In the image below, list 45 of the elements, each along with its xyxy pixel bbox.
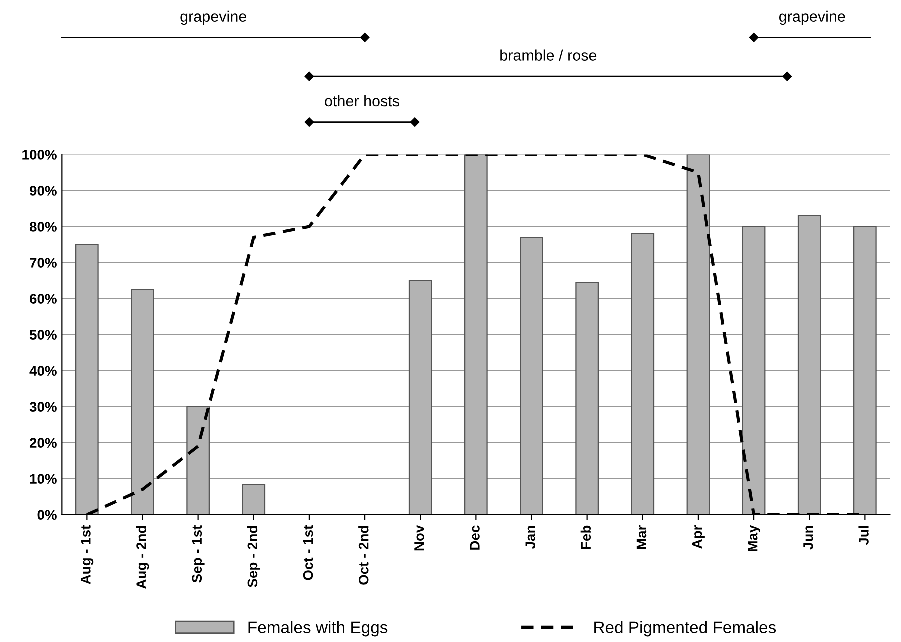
x-tick-label: Oct - 1st [303, 525, 314, 580]
bar [408, 280, 432, 515]
x-tick-label: Jun [804, 526, 814, 550]
x-tick-label: Feb [580, 526, 592, 550]
bar [186, 406, 210, 515]
x-tick-label: Aug - 2nd [136, 526, 150, 589]
y-tick-label: 100% [22, 150, 57, 160]
bar [131, 289, 154, 515]
x-tick-label: Jan [526, 526, 536, 550]
y-tick-label: 50% [30, 330, 57, 340]
y-tick-label: 20% [30, 438, 57, 448]
x-tick-label: Jul [858, 526, 869, 546]
bar [242, 484, 266, 515]
x-tick-label: Apr [692, 526, 705, 549]
legend-label: Red Pigmented Females [594, 621, 776, 637]
bar [854, 226, 877, 515]
bar [576, 282, 599, 515]
text: grapevine [180, 10, 246, 26]
bar [76, 244, 99, 515]
x-tick-label: Oct - 2nd [358, 526, 369, 585]
y-tick-label: 40% [30, 366, 57, 376]
bar [520, 237, 544, 515]
bar [631, 233, 655, 515]
x-tick-label: Sep - 1st [192, 525, 205, 583]
y-tick-label: 30% [30, 402, 57, 412]
x-tick-label: Sep - 2nd [247, 526, 260, 588]
x-tick-label: Aug - 1st [81, 525, 94, 584]
y-tick-label: 0% [38, 510, 57, 520]
bar [742, 226, 766, 515]
x-tick-label: Nov [414, 525, 424, 551]
text: grapevine [779, 10, 846, 26]
text: other hosts [325, 95, 400, 107]
y-tick-label: 70% [30, 258, 57, 268]
bar [798, 215, 822, 515]
y-tick-label: 60% [30, 294, 57, 304]
bar [686, 154, 710, 515]
x-tick-label: Mar [636, 526, 647, 550]
bar [464, 154, 488, 515]
y-tick-label: 10% [30, 474, 57, 484]
x-tick-label: May [748, 525, 761, 552]
x-tick-label: Dec [470, 526, 480, 550]
text: bramble / rose [500, 50, 597, 61]
y-tick-label: 80% [30, 222, 57, 232]
legend-label: Females with Eggs [248, 621, 388, 637]
y-tick-label: 90% [30, 186, 57, 196]
